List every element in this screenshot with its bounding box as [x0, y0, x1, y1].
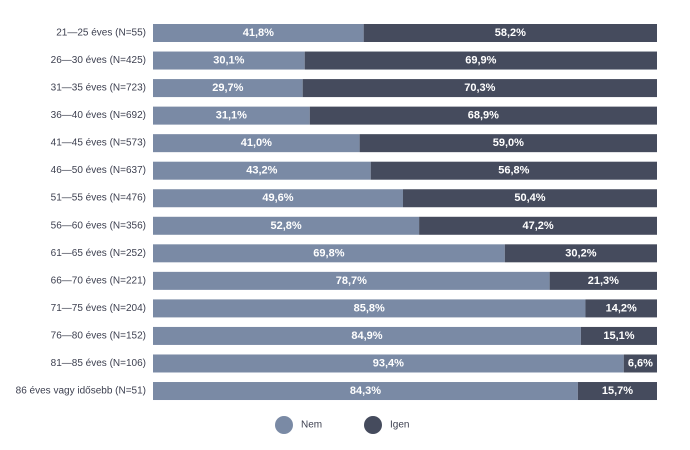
category-label: 51—55 éves (N=476) — [51, 193, 146, 204]
bar-segment-nem — [153, 354, 624, 373]
data-label: 84,3% — [350, 385, 381, 397]
bar-segment-nem — [153, 79, 303, 98]
data-label: 78,7% — [336, 275, 367, 287]
bar-segment-igen — [623, 354, 657, 373]
category-label: 71—75 éves (N=204) — [51, 303, 146, 314]
data-label: 41,8% — [243, 27, 274, 39]
bar-segment-igen — [302, 79, 657, 98]
bar-segment-igen — [585, 299, 657, 318]
legend-label-igen: Igen — [390, 420, 409, 431]
data-label: 30,2% — [565, 247, 596, 259]
bar-segment-nem — [153, 216, 420, 235]
data-label: 31,1% — [216, 110, 247, 122]
bar-segment-nem — [153, 299, 586, 318]
category-label: 81—85 éves (N=106) — [51, 358, 146, 369]
bar-segment-igen — [402, 189, 657, 208]
bar-segment-igen — [370, 161, 657, 180]
bar-segment-igen — [419, 216, 657, 235]
bar-segment-nem — [153, 106, 310, 125]
data-label: 41,0% — [241, 137, 272, 149]
data-label: 70,3% — [464, 82, 495, 94]
data-label: 52,8% — [270, 220, 301, 232]
bar-segment-nem — [153, 51, 305, 70]
bar-segment-nem — [153, 189, 403, 208]
data-label: 85,8% — [354, 302, 385, 314]
category-label: 86 éves vagy idősebb (N=51) — [16, 386, 146, 397]
data-label: 69,8% — [313, 247, 344, 259]
data-label: 59,0% — [493, 137, 524, 149]
bar-segment-nem — [153, 24, 364, 42]
bar-segment-igen — [580, 326, 657, 345]
category-label: 76—80 éves (N=152) — [51, 330, 146, 341]
bar-segment-nem — [153, 326, 581, 345]
bar-segment-nem — [153, 382, 578, 401]
data-label: 58,2% — [495, 27, 526, 39]
bar-segment-igen — [504, 244, 657, 263]
data-label: 93,4% — [373, 357, 404, 369]
category-label: 36—40 éves (N=692) — [51, 110, 146, 121]
data-label: 68,9% — [468, 110, 499, 122]
bar-segment-nem — [153, 134, 360, 153]
legend-swatch-nem — [275, 416, 293, 434]
bar-segment-nem — [153, 271, 550, 290]
bar-segment-nem — [153, 161, 371, 180]
bar-segment-igen — [304, 51, 657, 70]
data-label: 49,6% — [262, 192, 293, 204]
data-label: 43,2% — [246, 165, 277, 177]
bar-segment-igen — [363, 24, 657, 42]
data-label: 15,7% — [602, 385, 633, 397]
bar-segment-nem — [153, 244, 505, 263]
data-label: 84,9% — [351, 330, 382, 342]
category-label: 21—25 éves (N=55) — [56, 28, 146, 39]
legend-swatch-igen — [364, 416, 382, 434]
category-label: 66—70 éves (N=221) — [51, 275, 146, 286]
data-label: 14,2% — [606, 302, 637, 314]
data-label: 15,1% — [603, 330, 634, 342]
data-label: 69,9% — [465, 55, 496, 67]
category-label: 41—45 éves (N=573) — [51, 138, 146, 149]
data-label: 47,2% — [522, 220, 553, 232]
legend-label-nem: Nem — [301, 420, 322, 431]
data-label: 29,7% — [212, 82, 243, 94]
category-label: 26—30 éves (N=425) — [51, 55, 146, 66]
bar-segment-igen — [309, 106, 657, 125]
data-label: 21,3% — [588, 275, 619, 287]
bar-segment-igen — [577, 382, 657, 401]
category-label: 46—50 éves (N=637) — [51, 165, 146, 176]
category-label: 61—65 éves (N=252) — [51, 248, 146, 259]
category-label: 56—60 éves (N=356) — [51, 220, 146, 231]
bar-segment-igen — [359, 134, 657, 153]
data-label: 56,8% — [498, 165, 529, 177]
data-label: 50,4% — [514, 192, 545, 204]
category-label: 31—35 éves (N=723) — [51, 83, 146, 94]
data-label: 6,6% — [628, 357, 653, 369]
bar-segment-igen — [549, 271, 657, 290]
data-label: 30,1% — [213, 55, 244, 67]
